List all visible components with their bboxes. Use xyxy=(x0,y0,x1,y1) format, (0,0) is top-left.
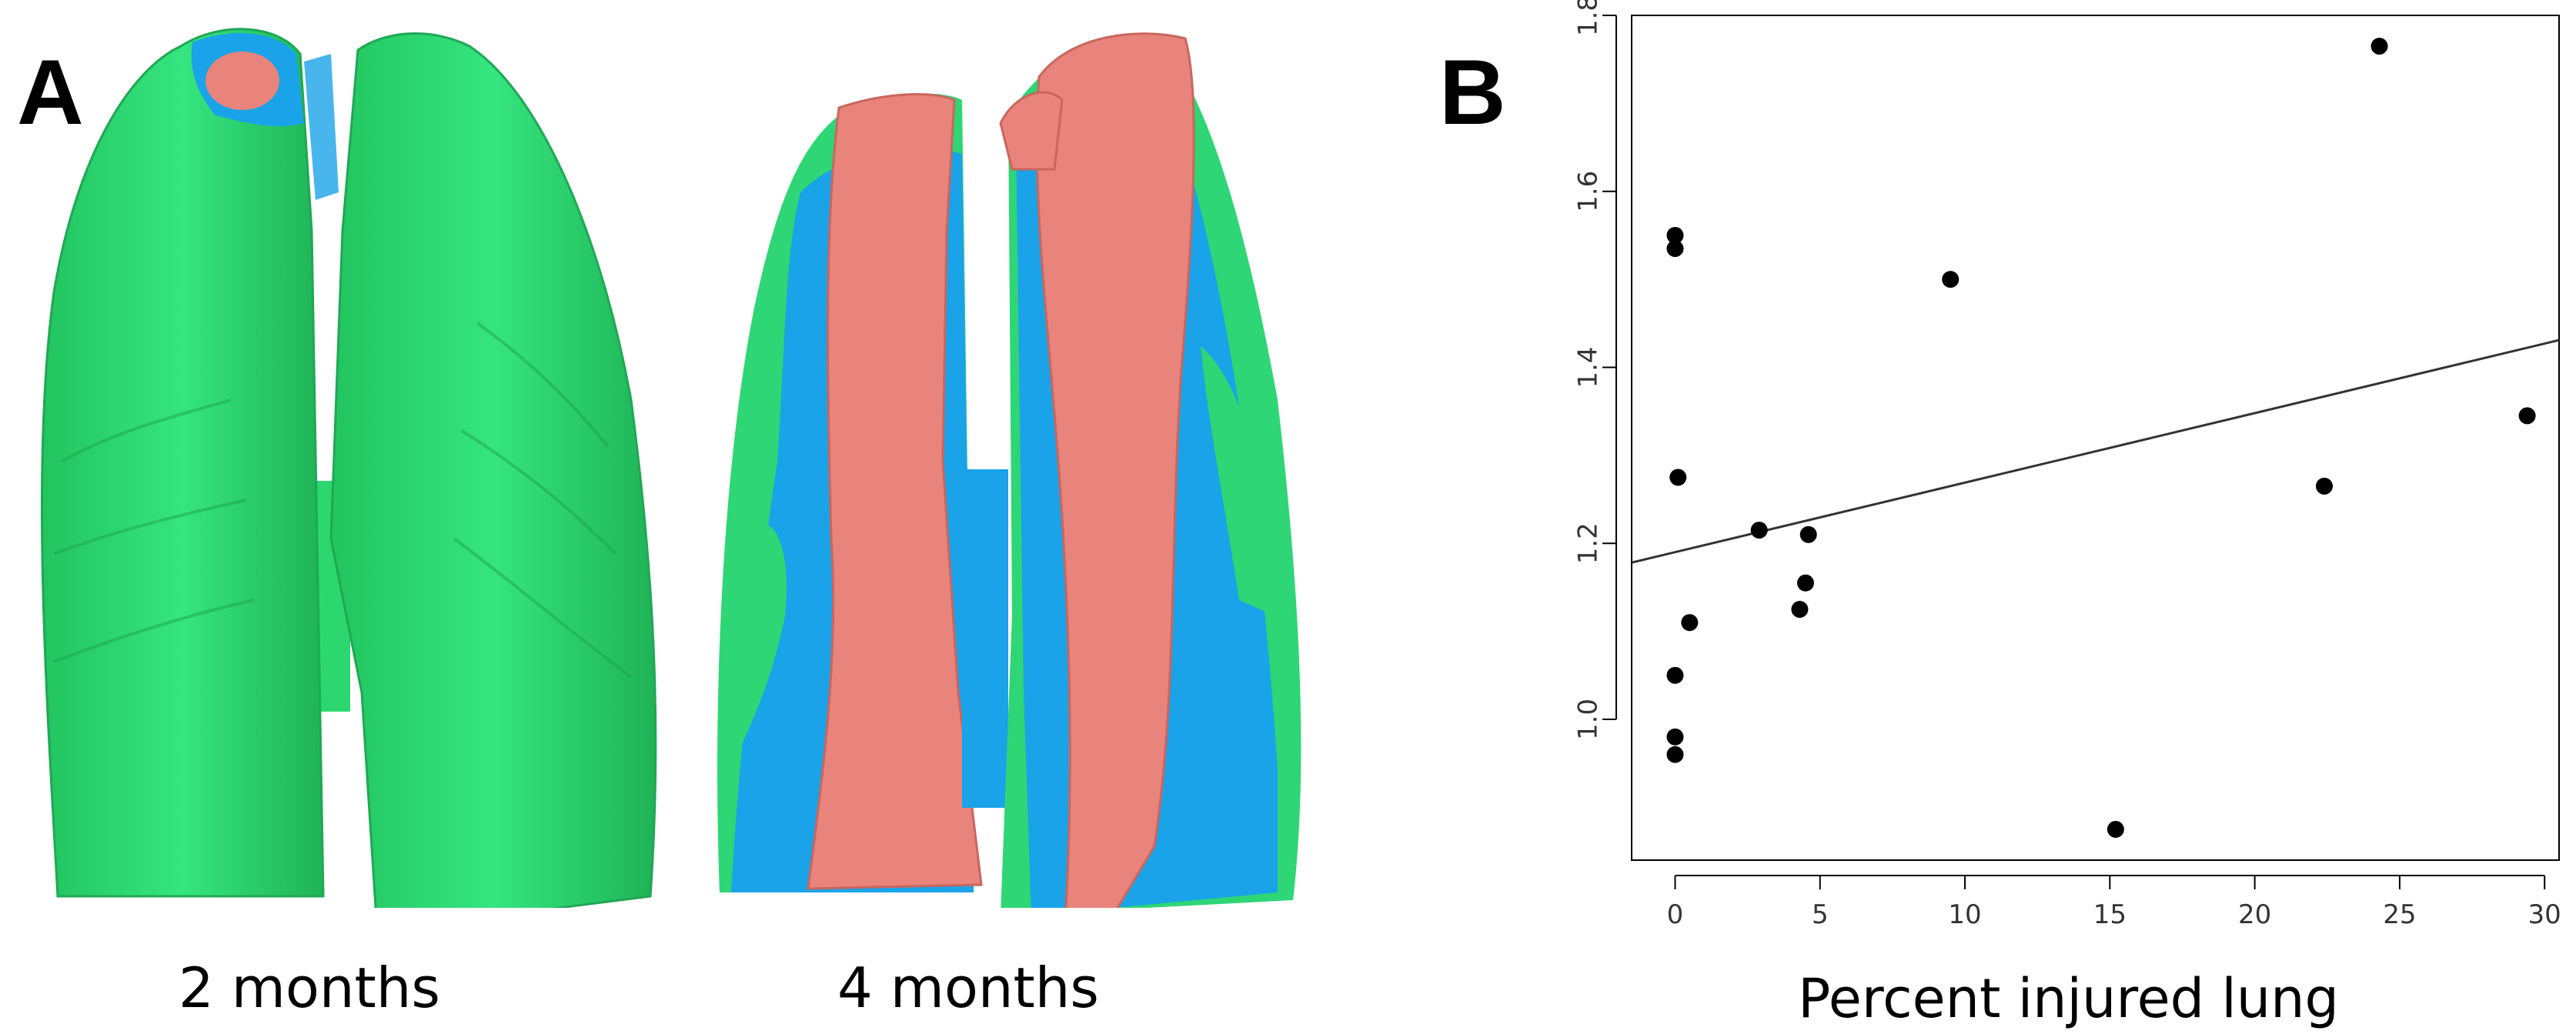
x-tick-label: 25 xyxy=(2383,899,2416,930)
left-lung-green-patch xyxy=(731,523,787,769)
data-point xyxy=(1681,614,1699,632)
trachea-bridge-4m xyxy=(962,469,1008,808)
y-tick-label: 1.0 xyxy=(1573,699,1604,740)
data-point xyxy=(2371,38,2388,55)
data-point xyxy=(1666,745,1684,763)
x-tick-label: 5 xyxy=(1812,899,1829,930)
x-axis-label: Percent injured lung xyxy=(1798,967,2339,1030)
data-point xyxy=(2518,407,2536,425)
plot-frame xyxy=(1631,15,2560,861)
left-injury-column xyxy=(807,93,983,890)
y-tick-label: 1.8 xyxy=(1573,0,1604,36)
x-tick-label: 20 xyxy=(2238,899,2271,930)
data-point xyxy=(1666,728,1684,745)
right-injury-column xyxy=(1035,32,1195,908)
data-point xyxy=(1750,522,1768,539)
data-point xyxy=(1666,666,1684,684)
y-tick-label: 1.2 xyxy=(1573,522,1604,564)
x-tick-label: 30 xyxy=(2528,899,2561,930)
apex-injury xyxy=(205,52,279,110)
caption-2-months: 2 months xyxy=(179,956,440,1020)
data-point xyxy=(2107,820,2124,838)
right-apex xyxy=(999,91,1064,171)
data-point xyxy=(1796,574,1814,592)
data-point xyxy=(1799,525,1817,543)
panel-a-label: A xyxy=(17,41,84,144)
right-lung xyxy=(329,32,657,908)
regression-line xyxy=(1631,339,2560,564)
x-tick-label: 15 xyxy=(2093,899,2127,930)
lung-render-2-months xyxy=(40,28,657,908)
apex-transition-right xyxy=(304,54,339,200)
data-point xyxy=(2315,477,2333,495)
y-tick-label: 1.6 xyxy=(1573,171,1604,212)
scatter-chart: 0 5 10 15 20 25 30 1.0 1.2 1.4 1.6 1.8 Percent injur… xyxy=(1573,0,2561,1030)
data-point xyxy=(1942,271,1960,289)
data-point xyxy=(1666,226,1684,244)
y-tick-label: 1.4 xyxy=(1573,346,1604,388)
x-tick-label: 10 xyxy=(1948,899,1981,930)
right-lung-green-patch xyxy=(1201,346,1274,615)
panel-b-label: B xyxy=(1439,41,1506,144)
caption-4-months: 4 months xyxy=(837,956,1099,1020)
data-point xyxy=(1791,601,1809,619)
data-point xyxy=(1669,469,1687,486)
data-point xyxy=(1666,240,1684,258)
lung-render-4-months xyxy=(717,32,1301,908)
left-lung xyxy=(40,28,325,898)
x-tick-label: 0 xyxy=(1667,899,1684,930)
